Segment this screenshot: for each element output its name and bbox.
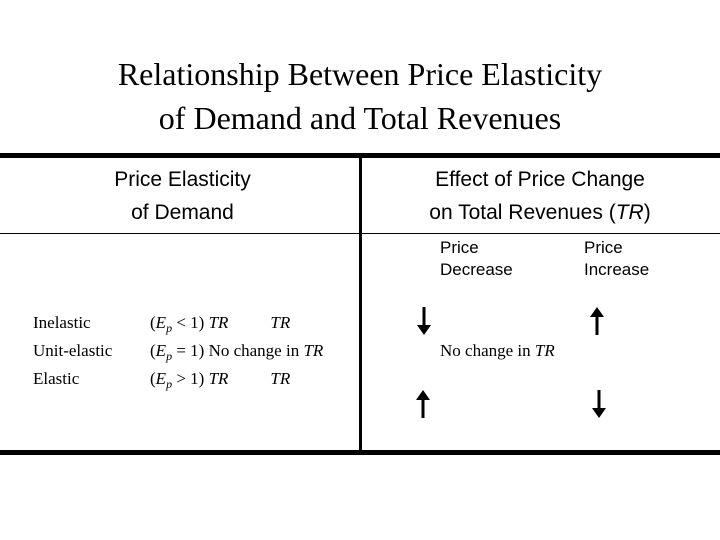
elasticity-symbol: E <box>155 369 167 388</box>
arrow-up-icon <box>416 390 430 418</box>
elasticity-condition: = 1) <box>172 341 205 360</box>
header-right-line-1: Effect of Price Change <box>435 168 645 191</box>
row-label-elastic: Elastic <box>33 369 80 388</box>
paren-open: ( <box>150 369 156 388</box>
header-right-text: on Total Revenues ( <box>429 201 616 224</box>
effect-tr-a: TR <box>208 313 229 332</box>
effect-no-change-abbr: TR <box>303 341 324 360</box>
elasticity-subscript: p <box>166 377 173 391</box>
page-title-line-2: of Demand and Total Revenues <box>158 100 562 136</box>
paren-open: ( <box>150 313 156 332</box>
effect-tr-b: TR <box>270 313 291 332</box>
decrease-no-change-text: No change in <box>440 341 535 360</box>
subheader-price-increase: Price Increase <box>584 237 649 281</box>
paren-open: ( <box>150 341 156 360</box>
page-title-line-1: Relationship Between Price Elasticity <box>117 56 603 92</box>
header-left-line-1: Price Elasticity <box>114 168 251 191</box>
elasticity-condition: < 1) <box>172 313 205 332</box>
elasticity-condition: > 1) <box>172 369 205 388</box>
elasticity-subscript: p <box>166 349 173 363</box>
row-formula-unit-elastic: (Ep = 1) No change in TR <box>150 337 323 366</box>
arrow-down-icon <box>592 390 606 418</box>
subheader-increase-line-2: Increase <box>584 260 650 279</box>
decrease-no-change-abbr: TR <box>534 341 555 360</box>
header-right-abbr: TR <box>615 201 644 224</box>
row-label-inelastic: Inelastic <box>33 313 91 332</box>
header-price-elasticity: Price Elasticity of Demand <box>60 163 305 229</box>
subheader-increase-line-1: Price <box>584 238 623 257</box>
table-column-divider <box>359 153 362 455</box>
row-formula-elastic: (Ep > 1) TR TR <box>150 365 290 394</box>
row-label-unit-elastic: Unit-elastic <box>33 341 113 360</box>
effect-no-change-text: No change in <box>208 341 304 360</box>
header-effect-of-price-change: Effect of Price Change on Total Revenues… <box>395 163 685 229</box>
elasticity-subscript: p <box>166 321 173 335</box>
arrow-down-icon <box>417 307 431 335</box>
arrow-up-icon <box>590 307 604 335</box>
subheader-decrease-line-1: Price <box>440 238 479 257</box>
subheader-price-decrease: Price Decrease <box>440 237 513 281</box>
decrease-no-change: No change in TR <box>440 337 555 365</box>
elasticity-symbol: E <box>155 313 167 332</box>
header-right-line-2: on Total Revenues (TR) <box>395 196 685 229</box>
header-right-close: ) <box>643 201 651 224</box>
elasticity-symbol: E <box>155 341 167 360</box>
row-formula-inelastic: (Ep < 1) TR TR <box>150 309 290 338</box>
table-bottom-rule <box>0 450 720 455</box>
effect-tr-a: TR <box>208 369 229 388</box>
effect-tr-b: TR <box>270 369 291 388</box>
header-left-line-2: of Demand <box>131 201 234 224</box>
subheader-decrease-line-2: Decrease <box>440 260 513 279</box>
